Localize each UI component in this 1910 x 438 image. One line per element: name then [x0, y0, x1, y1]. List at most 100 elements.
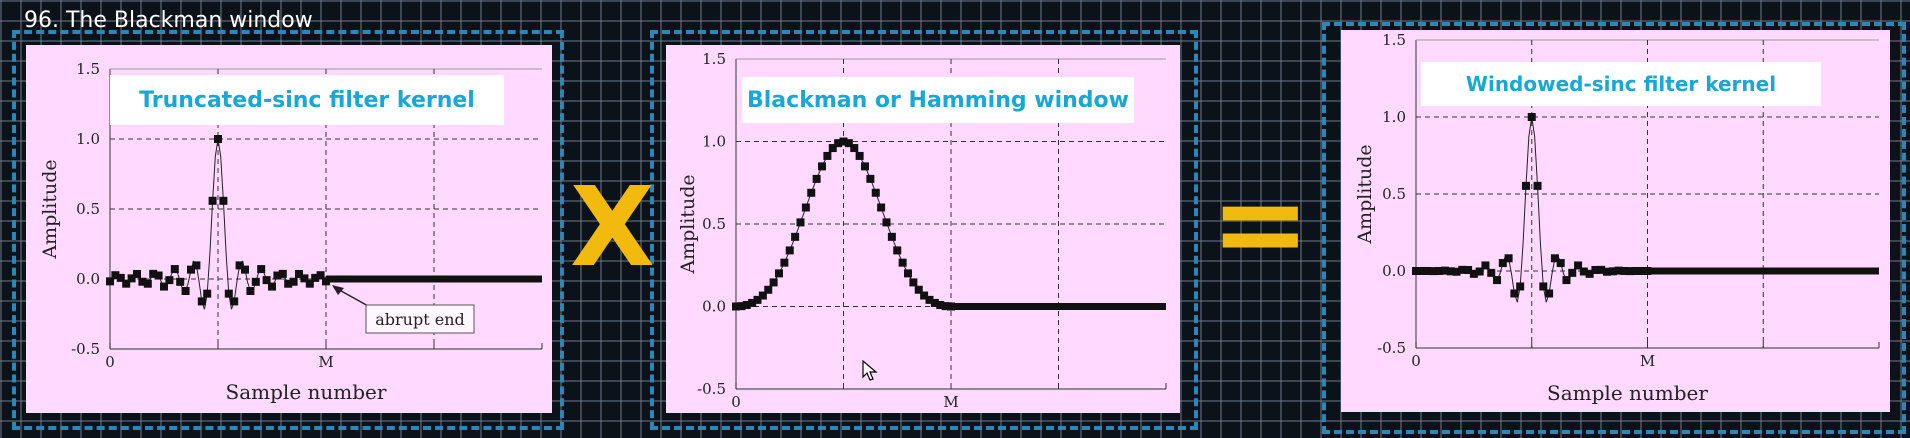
data-point	[753, 295, 762, 304]
y-tick-label: 1.0	[702, 133, 726, 151]
data-point	[133, 269, 141, 278]
data-point	[111, 271, 120, 280]
data-point	[224, 289, 233, 298]
data-point	[818, 162, 826, 171]
data-point	[1585, 269, 1594, 278]
data-point	[289, 277, 298, 286]
data-point	[1533, 181, 1542, 190]
data-point	[154, 271, 163, 280]
data-point	[1510, 289, 1519, 298]
equals-operator: =	[1210, 155, 1311, 294]
data-point	[295, 269, 303, 278]
data-point	[1498, 259, 1507, 268]
data-point	[866, 174, 875, 183]
data-point	[871, 188, 880, 197]
x-tick-label: 0	[105, 353, 115, 371]
chart-title: Truncated-sinc filter kernel	[110, 75, 504, 125]
data-point	[1452, 267, 1461, 276]
data-point	[1550, 254, 1559, 263]
data-point	[1591, 265, 1600, 274]
data-point	[246, 287, 255, 296]
data-point	[1620, 266, 1629, 275]
y-tick-label: 0.5	[76, 200, 100, 218]
data-point	[197, 297, 206, 306]
data-point	[181, 287, 190, 296]
data-point	[764, 285, 773, 294]
data-point	[941, 302, 950, 311]
chart-frame-3	[1322, 22, 1906, 434]
data-point	[1440, 266, 1449, 275]
data-point	[165, 276, 174, 285]
data-point	[230, 297, 239, 306]
data-point	[1574, 261, 1583, 270]
data-point	[257, 265, 266, 274]
data-point	[812, 174, 821, 183]
data-point	[1481, 261, 1490, 270]
data-point	[219, 196, 228, 205]
data-point	[316, 271, 325, 280]
data-point	[138, 277, 147, 286]
data-point	[1469, 269, 1478, 278]
chart-title: Windowed-sinc filter kernel	[1421, 62, 1821, 106]
y-tick-label: 1.0	[1382, 108, 1406, 126]
y-tick-label: -0.5	[71, 340, 100, 358]
x-axis-label: Sample number	[226, 380, 387, 404]
data-point	[1614, 266, 1623, 275]
x-axis-label: Sample number	[1547, 381, 1708, 405]
data-point	[936, 300, 945, 309]
data-point	[300, 274, 309, 283]
data-point	[176, 277, 185, 286]
data-point	[920, 291, 929, 300]
data-point	[1521, 181, 1530, 190]
chart-frame-2	[650, 30, 1198, 430]
data-point	[1637, 266, 1646, 275]
data-point	[1475, 267, 1484, 276]
data-point	[758, 291, 767, 300]
data-point	[1516, 282, 1525, 291]
data-point	[116, 273, 125, 282]
annotation-box	[365, 304, 475, 334]
data-point	[1412, 267, 1420, 275]
data-point	[160, 282, 168, 291]
x-tick-label: M	[318, 353, 333, 371]
data-point	[284, 279, 293, 288]
data-point	[278, 269, 287, 278]
y-axis-label: Amplitude	[677, 174, 699, 274]
y-tick-label: 0.5	[1382, 185, 1406, 203]
data-point	[914, 285, 923, 294]
data-point	[1527, 113, 1536, 121]
data-point	[785, 246, 794, 255]
data-point	[893, 246, 902, 255]
data-point	[106, 277, 114, 286]
data-point	[904, 269, 912, 278]
mouse-cursor-icon	[862, 360, 878, 381]
data-point	[861, 162, 869, 171]
data-point	[1417, 266, 1426, 275]
chart-windowed-sinc: -0.5 0.0 0.5 1.0 1.5 0 M Sample number Amplitude	[1354, 31, 1880, 405]
y-tick-label: 1.5	[702, 50, 726, 68]
data-point	[1579, 267, 1588, 276]
x-tick-label: 0	[731, 393, 741, 411]
y-tick-label: 1.5	[76, 60, 100, 78]
data-point	[1545, 289, 1554, 298]
y-tick-label: 0.5	[702, 215, 726, 233]
data-point	[877, 203, 886, 212]
data-point	[241, 265, 249, 274]
data-point	[898, 258, 907, 267]
data-point	[127, 274, 136, 283]
data-point	[1608, 267, 1617, 276]
data-point	[1556, 259, 1565, 268]
data-point	[251, 277, 260, 286]
y-tick-label: -0.5	[697, 380, 726, 398]
data-point	[311, 273, 320, 282]
chart-title: Blackman or Hamming window	[742, 77, 1134, 123]
data-point	[203, 289, 212, 298]
data-point	[796, 218, 805, 227]
data-point	[1493, 276, 1502, 285]
y-tick-label: 1.0	[76, 130, 100, 148]
annotation-arrowhead	[332, 285, 344, 295]
y-axis-label: Amplitude	[39, 159, 61, 259]
data-point	[1626, 267, 1635, 276]
data-point	[1435, 266, 1444, 275]
x-tick-label: M	[943, 393, 958, 411]
